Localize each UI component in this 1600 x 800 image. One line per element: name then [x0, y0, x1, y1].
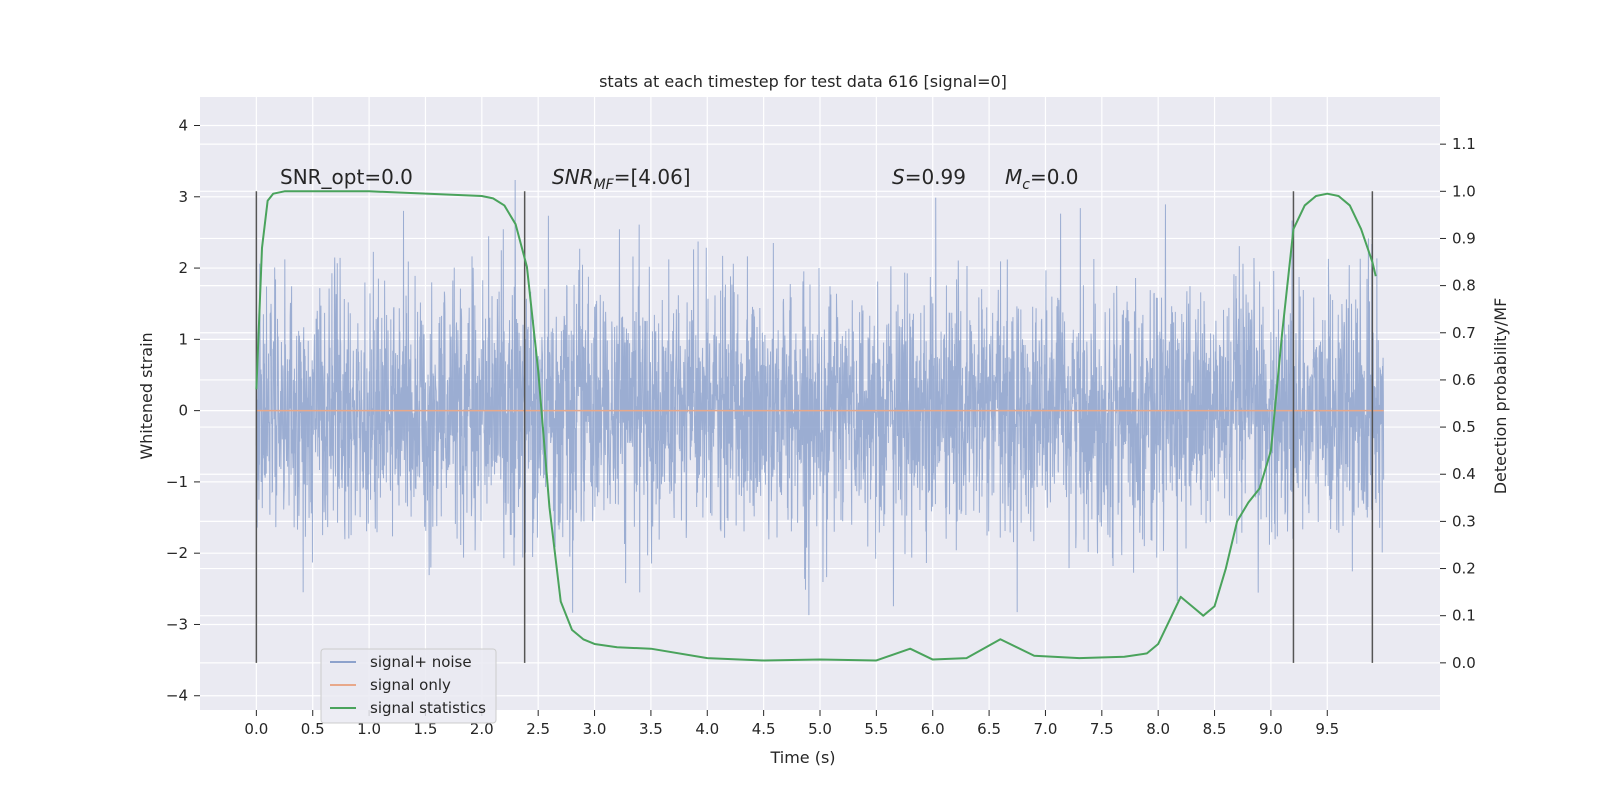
y2-axis-label: Detection probability/MF: [1491, 298, 1510, 495]
x-tick-label: 0.5: [301, 720, 325, 738]
y-axis-ticks: 4 3 2 1 0 −1 −2 −3 −4: [166, 117, 200, 705]
annotation-snr-mf-sub: MF: [594, 177, 615, 193]
y2-tick-label: 0.5: [1452, 418, 1476, 436]
y-tick-label: −3: [166, 615, 188, 633]
x-tick-label: 2.5: [526, 720, 550, 738]
y-tick-label: −4: [166, 687, 188, 705]
annotation-snr-mf-value: =[4.06]: [614, 165, 691, 189]
x-tick-label: 5.0: [808, 720, 832, 738]
annotation-mc: Mc=0.0: [1005, 165, 1079, 193]
y2-tick-label: 0.0: [1452, 654, 1476, 672]
chart-title: stats at each timestep for test data 616…: [599, 72, 1007, 91]
y2-tick-label: 0.3: [1452, 512, 1476, 530]
x-tick-label: 7.0: [1034, 720, 1058, 738]
legend-label-signal-only: signal only: [370, 676, 451, 694]
y-tick-label: 1: [178, 330, 188, 348]
annotation-s-value: =0.99: [905, 165, 966, 189]
annotation-s-name: S: [892, 165, 905, 189]
x-tick-label: 6.5: [977, 720, 1001, 738]
y-tick-label: 3: [178, 188, 188, 206]
y2-tick-label: 1.0: [1452, 182, 1476, 200]
x-tick-label: 3.5: [639, 720, 663, 738]
x-tick-label: 1.0: [357, 720, 381, 738]
y2-tick-label: 0.4: [1452, 465, 1476, 483]
x-axis-ticks: 0.0 0.5 1.0 1.5 2.0 2.5 3.0 3.5 4.0 4.5 5.0 5.5 6.0 6…: [244, 710, 1339, 738]
y-tick-label: −1: [166, 473, 188, 491]
annotation-mc-value: =0.0: [1030, 165, 1079, 189]
x-tick-label: 4.5: [752, 720, 776, 738]
x-tick-label: 4.0: [695, 720, 719, 738]
x-tick-label: 8.5: [1203, 720, 1227, 738]
x-tick-label: 1.5: [414, 720, 438, 738]
annotation-snr-mf: SNRMF=[4.06]: [552, 165, 691, 193]
y2-tick-label: 0.9: [1452, 229, 1476, 247]
annotation-snr-opt: SNR_opt=0.0: [280, 165, 413, 189]
annotation-mc-name: M: [1005, 165, 1022, 189]
x-tick-label: 9.5: [1315, 720, 1339, 738]
y2-tick-label: 0.6: [1452, 371, 1476, 389]
signal-noise-line: [255, 179, 1385, 616]
y-tick-label: 4: [178, 117, 188, 135]
y2-tick-label: 1.1: [1452, 135, 1476, 153]
y2-axis-ticks: 1.1 1.0 0.9 0.8 0.7 0.6 0.5 0.4 0.3 0.2 0.1 0.0: [1440, 135, 1476, 672]
x-tick-label: 9.0: [1259, 720, 1283, 738]
x-tick-label: 6.0: [921, 720, 945, 738]
x-axis-label: Time (s): [769, 748, 835, 767]
y-axis-label: Whitened strain: [137, 332, 156, 459]
x-tick-label: 5.5: [864, 720, 888, 738]
x-tick-label: 8.0: [1146, 720, 1170, 738]
y2-tick-label: 0.2: [1452, 560, 1476, 578]
y2-tick-label: 0.1: [1452, 607, 1476, 625]
y-tick-label: 2: [178, 259, 188, 277]
vertical-markers: [255, 191, 1374, 663]
x-tick-label: 3.0: [583, 720, 607, 738]
y2-tick-label: 0.8: [1452, 277, 1476, 295]
x-tick-label: 0.0: [244, 720, 268, 738]
x-tick-label: 2.0: [470, 720, 494, 738]
legend: signal+ noise signal only signal statist…: [320, 648, 497, 724]
legend-label-signal-statistics: signal statistics: [370, 699, 486, 717]
x-tick-label: 7.5: [1090, 720, 1114, 738]
annotation-snr-mf-name: SNR: [552, 165, 594, 189]
annotation-mc-sub: c: [1022, 177, 1030, 193]
statistics-series: [255, 190, 1377, 662]
annotation-s: S=0.99: [892, 165, 966, 189]
y-tick-label: 0: [178, 402, 188, 420]
y-tick-label: −2: [166, 544, 188, 562]
noise-series: [255, 179, 1385, 616]
y2-tick-label: 0.7: [1452, 324, 1476, 342]
legend-label-signal-noise: signal+ noise: [370, 653, 472, 671]
legend-box: [320, 648, 497, 724]
signal-statistics-line: [255, 190, 1377, 662]
